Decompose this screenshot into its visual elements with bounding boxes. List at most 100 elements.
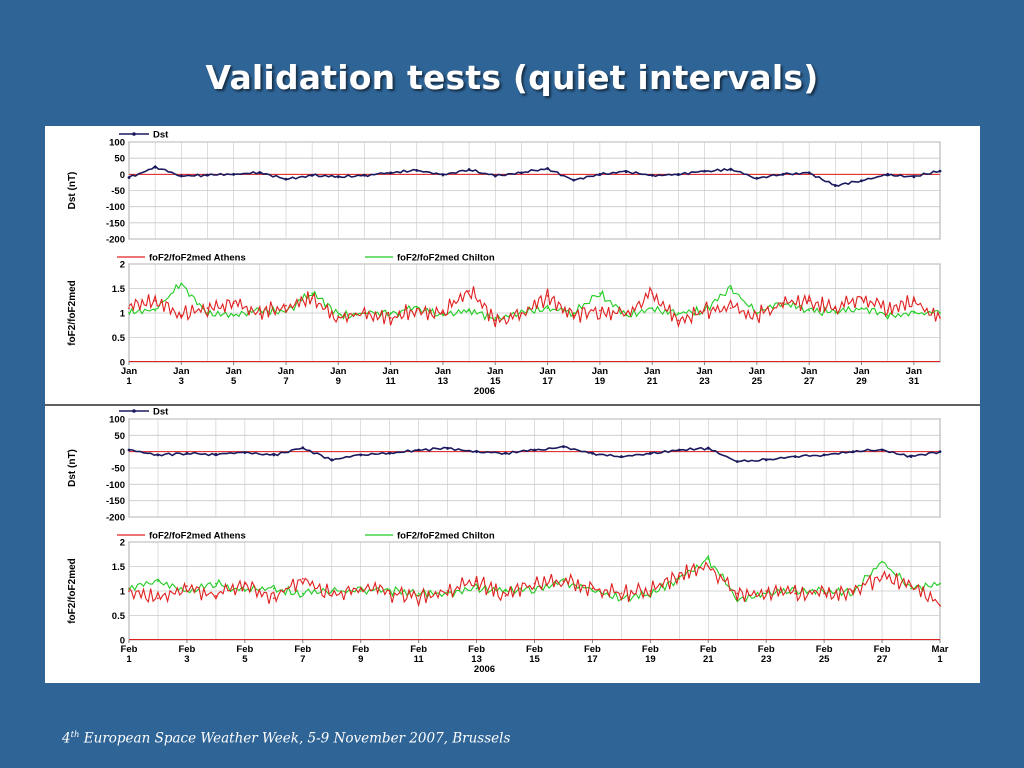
february-fof2-legend-label-athens: foF2/foF2med Athens: [149, 531, 246, 542]
january-fof2-xtick-month: Jan: [487, 366, 504, 377]
january-fof2-data-point: [180, 314, 183, 317]
january-dst-data-point: [153, 165, 157, 169]
january-dst-data-point: [703, 169, 706, 173]
january-fof2-data-point: [912, 299, 915, 302]
january-dst-data-point: [467, 168, 471, 171]
february-dst-data-point: [880, 448, 884, 452]
january-fof2-xtick-month: Jan: [592, 366, 609, 377]
january-fof2-ytick-label: 1.5: [112, 284, 126, 295]
figure-panel: 100 50 0 -50 -100 -150 -200 Dst (nT) Dst 2 1.5 1 0.5…: [45, 126, 980, 683]
february-fof2-data-point: [475, 580, 478, 583]
january-fof2-ytick-label: 2: [120, 260, 125, 271]
january-fof2-data-point: [128, 312, 130, 314]
january-fof2-data-point: [729, 287, 732, 290]
february-dst-legend-label: Dst: [153, 407, 169, 418]
january-dst-data-point: [886, 172, 890, 176]
january-dst-data-point: [912, 175, 916, 179]
february-fof2-xtick-day: 9: [358, 654, 363, 665]
january-fof2-xtick-month: Jan: [330, 366, 347, 377]
january-dst-ytick-label: -100: [106, 202, 125, 213]
january-dst-data-point: [441, 173, 445, 177]
january-fof2-data-point: [311, 292, 314, 295]
february-fof2-xtick-month: Feb: [352, 644, 369, 655]
february-fof2-xtick-day: 7: [300, 654, 305, 665]
january-fof2-data-point: [834, 307, 837, 309]
february-fof2-xtick-month: Feb: [758, 644, 775, 655]
february-dst-ytick-label: -200: [106, 513, 125, 524]
february-fof2-xtick-day: 19: [645, 654, 656, 665]
february-fof2-data-point: [504, 590, 507, 592]
february-fof2-ytick-label: 0: [120, 636, 125, 647]
january-fof2-xtick-month: Jan: [696, 366, 713, 377]
february-dst-data-point: [272, 453, 276, 457]
february-fof2-xtick-month: Feb: [874, 644, 891, 655]
february-fof2-data-point: [736, 592, 739, 595]
january-dst-data-point: [284, 177, 288, 181]
february-fof2-data-point: [678, 577, 681, 580]
january-fof2-xtick-month: Jan: [539, 366, 556, 377]
february-fof2-data-point: [591, 587, 594, 590]
january-fof2-data-point: [258, 313, 261, 315]
january-fof2-data-point: [389, 312, 392, 314]
february-fof2-data-point: [272, 587, 275, 590]
january-fof2-xtick-day: 5: [231, 376, 237, 387]
january-fof2-data-point: [337, 314, 340, 317]
february-fof2-xtick-day: 13: [471, 654, 482, 665]
january-fof2-xtick-day: 9: [336, 376, 341, 387]
february-dst-data-point: [619, 455, 623, 458]
january-dst-data-point: [258, 171, 262, 175]
february-dst-data-point: [388, 451, 392, 455]
january-fof2-ylabel: foF2/foF2med: [67, 280, 78, 346]
january-dst-ytick-label: 100: [109, 138, 125, 149]
january-dst-data-point: [206, 173, 209, 177]
january-dst-data-point: [938, 169, 942, 173]
february-fof2-data-point: [649, 590, 652, 592]
january-dst-ytick-label: -50: [111, 186, 125, 197]
february-fof2-data-point: [910, 585, 912, 587]
january-fof2-data-point: [468, 290, 470, 292]
january-fof2-xtick-day: 11: [386, 376, 397, 387]
february-fof2-ytick-label: 1.5: [112, 562, 126, 573]
february-fof2-ytick-label: 0.5: [112, 611, 126, 622]
february-fof2-xtick-day: 1: [126, 654, 132, 665]
february-fof2-data-point: [388, 592, 391, 595]
february-dst-ytick-label: 100: [109, 415, 125, 426]
february-dst-legend-marker: [132, 409, 136, 413]
january-fof2-data-point: [468, 309, 470, 312]
february-dst-data-point: [562, 445, 565, 449]
january-fof2-data-point: [232, 302, 235, 305]
january-dst-data-point: [755, 176, 759, 180]
february-fof2-xtick-month: Mar: [932, 644, 949, 655]
february-fof2-data-point: [157, 580, 159, 583]
february-dst-data-point: [185, 451, 189, 455]
february-fof2-data-point: [446, 590, 449, 592]
february-fof2-xtick-month: Feb: [526, 644, 543, 655]
february-dst-data-point: [330, 458, 334, 462]
january-dst-ytick-label: 50: [114, 154, 125, 165]
january-dst-legend-label: Dst: [153, 130, 169, 141]
january-dst-data-point: [781, 172, 785, 176]
january-fof2-data-point: [128, 307, 130, 309]
february-dst-ytick-label: -50: [111, 464, 125, 475]
january-fof2-data-point: [494, 319, 497, 322]
february-fof2-xtick-month: Feb: [468, 644, 485, 655]
february-fof2-data-point: [243, 582, 246, 585]
february-fof2-data-point: [157, 597, 159, 600]
february-fof2-data-point: [417, 595, 420, 597]
february-fof2-xtick-day: 21: [703, 654, 714, 665]
january-fof2-data-point: [703, 309, 706, 312]
february-dst-ytick-label: 0: [120, 447, 125, 458]
january-dst-data-point: [232, 172, 236, 176]
february-fof2-data-point: [272, 597, 275, 600]
january-fof2-xtick-day: 31: [909, 376, 920, 387]
january-fof2-ytick-label: 1: [120, 309, 126, 320]
february-fof2-data-point: [214, 582, 217, 585]
february-fof2-xlabel: 2006: [474, 664, 495, 675]
january-fof2-xtick-month: Jan: [173, 366, 190, 377]
footer-body: European Space Weather Week, 5-9 Novembe…: [79, 730, 511, 747]
january-fof2-data-point: [912, 312, 915, 314]
january-fof2-data-point: [442, 312, 444, 314]
february-dst-data-point: [359, 453, 363, 457]
january-fof2-xtick-month: Jan: [853, 366, 870, 377]
february-fof2-data-point: [707, 558, 710, 561]
